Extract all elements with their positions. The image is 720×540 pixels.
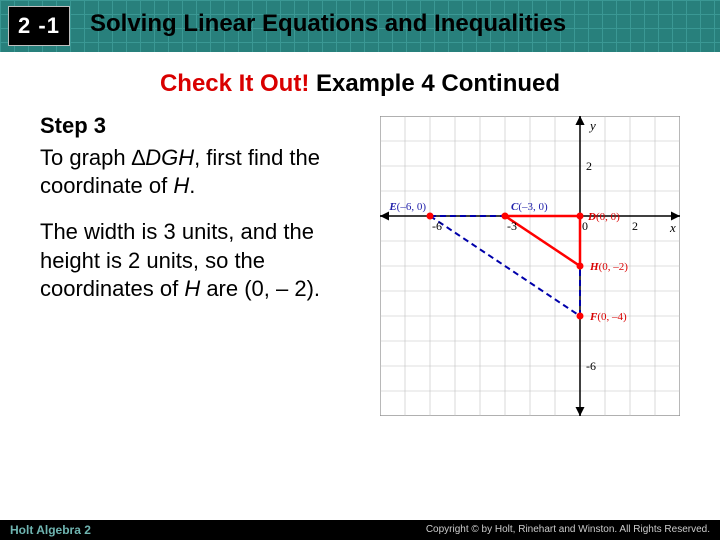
content-area: Step 3 To graph ∆DGH, first find the coo… [0,98,720,416]
section-badge: 2 -1 [8,6,70,46]
svg-text:D(0, 0): D(0, 0) [587,211,620,223]
svg-text:y: y [588,118,596,133]
svg-text:2: 2 [632,219,638,233]
header-title: Solving Linear Equations and Inequalitie… [90,10,566,38]
p2-h: H [184,276,200,301]
p2-b: are (0, – 2). [200,276,320,301]
svg-text:C(–3, 0): C(–3, 0) [511,201,548,213]
paragraph-2: The width is 3 units, and the height is … [40,218,360,302]
footer-left: Holt Algebra 2 [10,520,91,540]
svg-text:-3: -3 [507,219,517,233]
paragraph-1: To graph ∆DGH, first find the coordinate… [40,144,360,200]
p1-h: H [173,173,189,198]
svg-text:E(–6, 0): E(–6, 0) [388,201,426,213]
footer-bar: Holt Algebra 2 Copyright © by Holt, Rine… [0,520,720,540]
svg-text:2: 2 [586,159,592,173]
text-column: Step 3 To graph ∆DGH, first find the coo… [40,112,360,416]
svg-text:-6: -6 [432,219,442,233]
p1-a: To graph ∆ [40,145,145,170]
coordinate-graph: -6-3022-6xyE(–6, 0)C(–3, 0)D(0, 0)H(0, –… [380,116,680,416]
graph-svg: -6-3022-6xyE(–6, 0)C(–3, 0)D(0, 0)H(0, –… [380,116,680,416]
svg-text:H(0, –2): H(0, –2) [589,261,628,273]
svg-text:-6: -6 [586,359,596,373]
graph-column: -6-3022-6xyE(–6, 0)C(–3, 0)D(0, 0)H(0, –… [378,112,680,416]
p1-c: . [189,173,195,198]
footer-right: Copyright © by Holt, Rinehart and Winsto… [426,520,710,540]
subtitle-black: Example 4 Continued [309,70,560,97]
subtitle-red: Check It Out! [160,70,309,97]
svg-text:F(0, –4): F(0, –4) [589,311,627,323]
subtitle: Check It Out! Example 4 Continued [0,70,720,98]
step-label: Step 3 [40,112,360,140]
header-bar: 2 -1 Solving Linear Equations and Inequa… [0,0,720,52]
svg-text:x: x [669,220,676,235]
p1-tri: DGH [145,145,194,170]
